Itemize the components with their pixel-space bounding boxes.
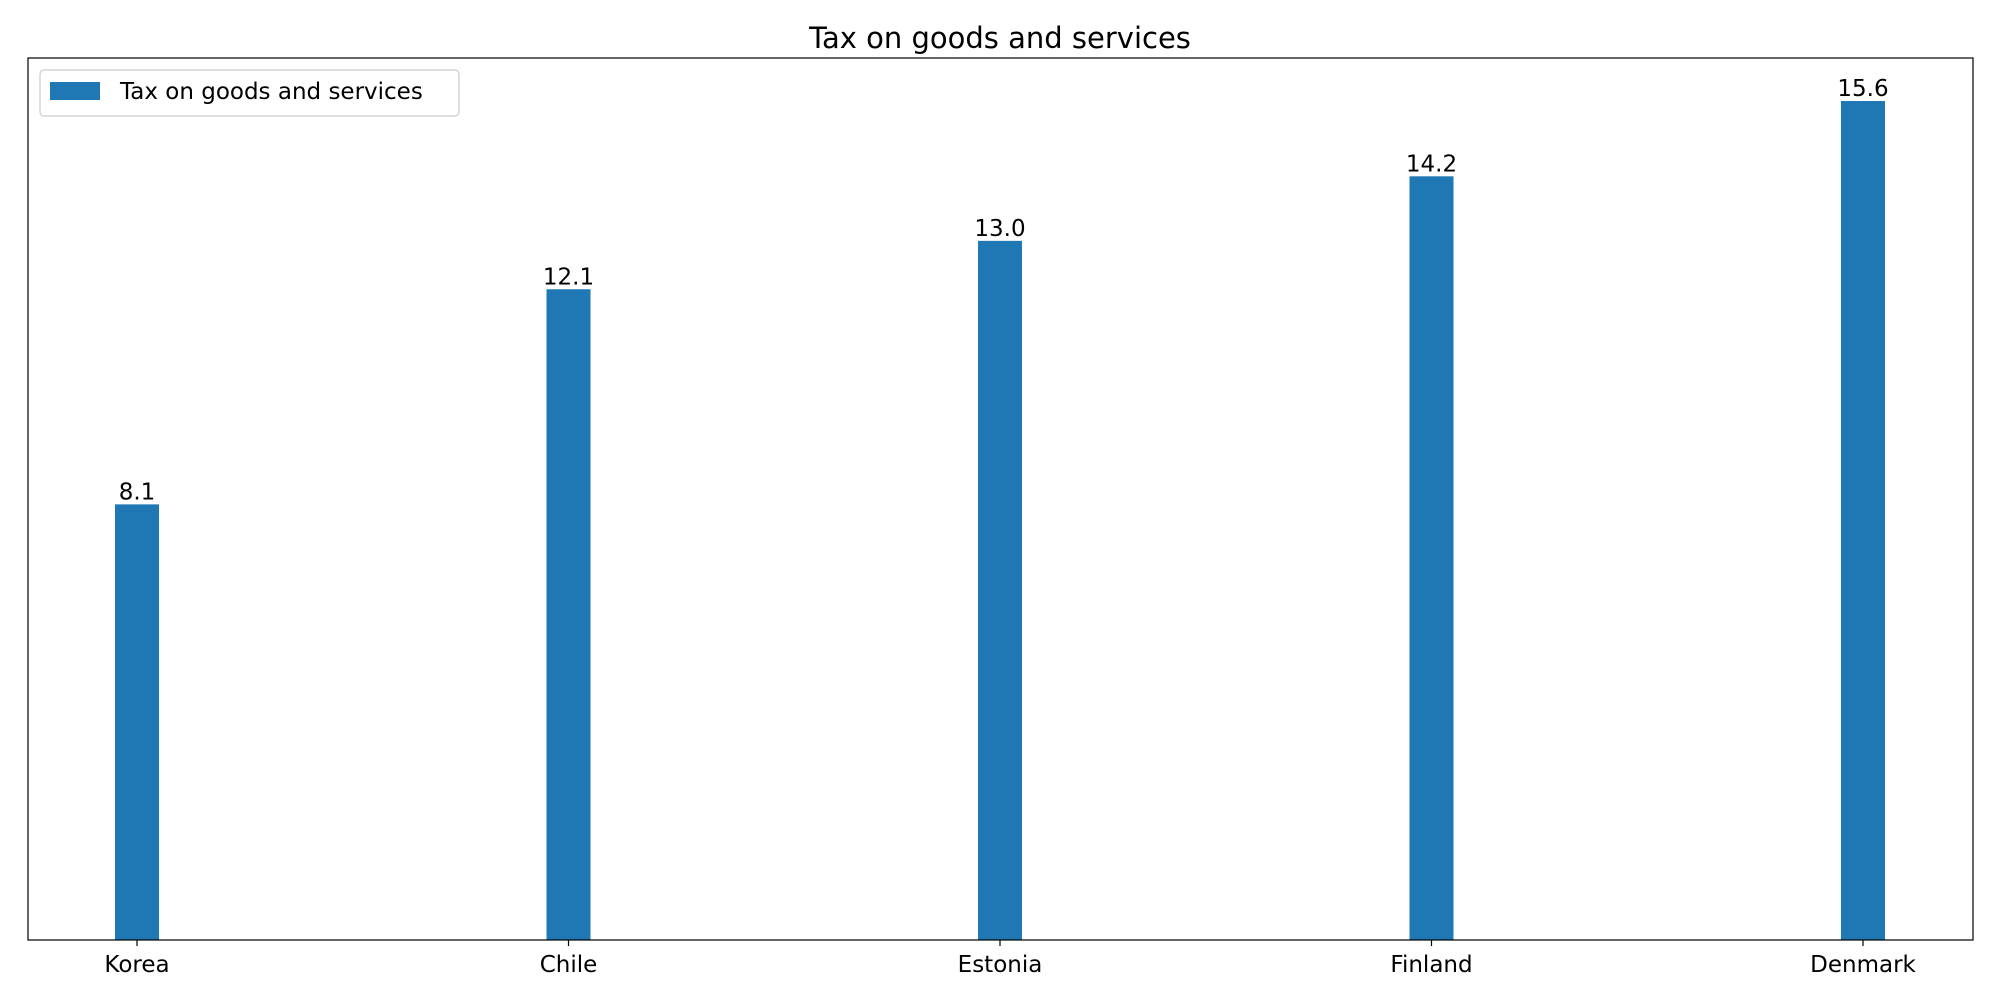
legend-box [39,69,460,117]
data-labels-layer: 8.1 12.1 13.0 14.2 15.6 [119,76,1889,505]
bar-chile [546,289,591,940]
bar-estonia [978,240,1022,941]
legend-swatch [50,82,100,100]
data-label-korea: 8.1 [119,479,156,505]
x-tick-label-finland: Finland [1390,952,1472,978]
x-tick-label-estonia: Estonia [958,952,1043,978]
chart-title: Tax on goods and services [808,21,1191,55]
bar-denmark [1841,101,1885,940]
legend-label: Tax on goods and services [119,79,423,105]
bars-layer [115,101,1885,941]
x-tick-label-chile: Chile [540,952,598,978]
bar-korea [115,504,159,940]
x-tick-labels: Korea Chile Estonia Finland Denmark [104,940,1917,978]
data-label-finland: 14.2 [1406,151,1457,177]
x-tick-label-denmark: Denmark [1810,952,1916,978]
x-tick-label-korea: Korea [104,952,169,978]
bar-finland [1409,176,1454,940]
legend: Tax on goods and services [39,69,460,117]
plot-frame [27,57,1974,941]
data-label-chile: 12.1 [543,264,594,290]
data-label-estonia: 13.0 [974,216,1025,242]
data-label-denmark: 15.6 [1837,76,1888,102]
